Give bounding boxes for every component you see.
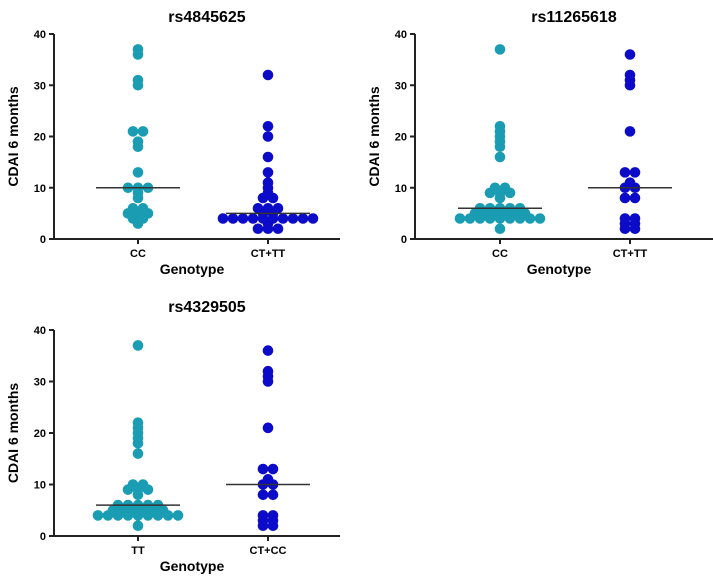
- data-point-CC: [494, 151, 506, 163]
- chart-panel-rs11265618: rs11265618 0 10 20 30 40 CC CT+TT Genotype CDAI 6…: [366, 9, 713, 277]
- data-point-CT+CC: [267, 463, 279, 475]
- x-tick-label: TT: [131, 545, 145, 557]
- data-point-CT+TT: [624, 177, 636, 188]
- x-tick-label: CT+TT: [251, 248, 286, 260]
- data-point-CT+TT: [252, 202, 264, 214]
- data-point-CT+TT: [262, 151, 274, 163]
- data-point-CT+TT: [272, 202, 284, 214]
- x-tick-label: CT+TT: [613, 248, 648, 260]
- chart-title: rs4329505: [168, 299, 246, 316]
- data-point-CT+TT: [624, 126, 636, 137]
- data-point-TT: [92, 510, 104, 521]
- data-point-CC: [132, 136, 144, 147]
- x-axis-label: Genotype: [160, 261, 225, 277]
- y-tick-label: 40: [395, 29, 407, 41]
- y-axis-label: CDAI 6 months: [5, 86, 21, 187]
- data-point-CC: [132, 74, 144, 86]
- data-point-CT+TT: [629, 192, 641, 204]
- y-tick-label: 10: [395, 183, 407, 195]
- data-point-CT+TT: [619, 167, 631, 178]
- data-point-CT+CC: [257, 510, 269, 521]
- data-point-CT+TT: [252, 223, 264, 235]
- data-point-CT+TT: [262, 69, 274, 81]
- data-point-TT: [127, 479, 139, 490]
- data-point-CT+CC: [267, 510, 279, 521]
- y-tick-label: 40: [34, 325, 46, 337]
- x-axis-label: Genotype: [527, 261, 592, 277]
- data-point-CC: [127, 126, 139, 137]
- data-point-CC: [137, 126, 149, 137]
- chart-title: rs4845625: [168, 9, 246, 26]
- y-tick-label: 0: [40, 234, 46, 246]
- data-point-TT: [132, 448, 144, 459]
- data-point-CT+TT: [287, 213, 299, 224]
- data-point-CC: [534, 213, 546, 224]
- data-point-TT: [132, 340, 144, 351]
- data-point-CT+CC: [262, 422, 274, 434]
- data-point-CT+CC: [267, 489, 279, 501]
- y-tick-label: 30: [34, 377, 46, 389]
- x-axis-label: Genotype: [160, 558, 225, 574]
- data-point-CT+TT: [272, 223, 284, 235]
- data-point-TT: [137, 479, 149, 490]
- data-point-CC: [127, 202, 139, 214]
- y-tick-label: 0: [401, 234, 407, 246]
- y-tick-label: 20: [34, 428, 46, 440]
- data-point-CT+TT: [262, 202, 274, 214]
- data-point-CT+TT: [247, 213, 259, 224]
- x-tick-label: CC: [130, 248, 146, 260]
- data-point-CT+TT: [629, 213, 641, 224]
- x-tick-label: CC: [492, 248, 508, 260]
- data-point-CT+TT: [227, 213, 239, 224]
- chart-panel-rs4845625: rs4845625 0 10 20 30 40 CC CT+TT Genotype CDAI 6 …: [5, 9, 340, 277]
- x-tick-label: CT+CC: [250, 545, 287, 557]
- y-tick-label: 20: [395, 132, 407, 144]
- data-point-CC: [132, 167, 144, 178]
- data-point-CC: [494, 223, 506, 235]
- chart-title: rs11265618: [531, 9, 617, 26]
- data-point-CT+TT: [619, 192, 631, 204]
- y-tick-label: 0: [40, 531, 46, 543]
- y-tick-label: 10: [34, 183, 46, 195]
- data-point-CT+TT: [624, 69, 636, 81]
- data-point-CT+TT: [237, 213, 249, 224]
- data-point-CC: [494, 44, 506, 55]
- data-point-CT+TT: [262, 167, 274, 178]
- y-tick-label: 10: [34, 480, 46, 492]
- data-point-CT+TT: [624, 49, 636, 60]
- data-point-CT+TT: [262, 120, 274, 132]
- data-point-CT+CC: [262, 345, 274, 356]
- y-tick-label: 30: [395, 80, 407, 92]
- data-point-CT+TT: [217, 213, 229, 224]
- data-point-CT+TT: [629, 167, 641, 178]
- data-point-CT+TT: [619, 213, 631, 224]
- data-point-TT: [132, 417, 144, 429]
- data-point-CC: [132, 44, 144, 55]
- chart-panel-rs4329505: rs4329505 0 10 20 30 40 TT CT+CC Genotype CDAI 6 …: [5, 299, 340, 574]
- data-point-CT+TT: [277, 213, 289, 224]
- data-point-CT+TT: [297, 213, 309, 224]
- data-point-CT+TT: [262, 177, 274, 188]
- data-point-CT+CC: [262, 365, 274, 377]
- data-point-CT+CC: [257, 489, 269, 501]
- data-point-CT+CC: [262, 474, 274, 485]
- data-point-CC: [494, 120, 506, 132]
- data-point-TT: [172, 510, 184, 521]
- data-point-CC: [454, 213, 466, 224]
- data-point-TT: [132, 520, 144, 531]
- data-point-CC: [499, 182, 511, 194]
- y-tick-label: 30: [34, 80, 46, 92]
- data-point-CT+CC: [257, 463, 269, 475]
- data-point-CC: [137, 202, 149, 214]
- data-point-CT+TT: [262, 131, 274, 142]
- y-tick-label: 20: [34, 132, 46, 144]
- y-axis-label: CDAI 6 months: [5, 383, 21, 484]
- data-point-CC: [489, 182, 501, 194]
- y-axis-label: CDAI 6 months: [366, 86, 382, 187]
- y-tick-label: 40: [34, 29, 46, 41]
- data-point-CT+TT: [307, 213, 319, 224]
